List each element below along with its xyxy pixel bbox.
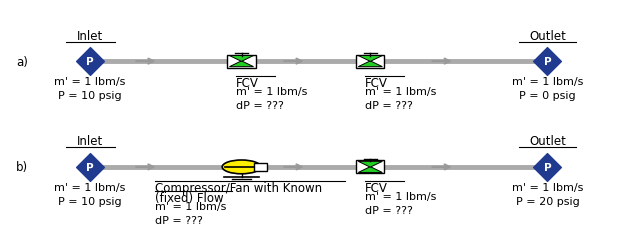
Polygon shape xyxy=(358,62,383,67)
Text: a): a) xyxy=(16,55,28,68)
FancyBboxPatch shape xyxy=(227,55,256,68)
Point xyxy=(85,60,95,64)
Polygon shape xyxy=(358,167,383,173)
Text: P: P xyxy=(86,57,94,67)
FancyBboxPatch shape xyxy=(254,164,267,171)
Text: m' = 1 lbm/s
dP = ???: m' = 1 lbm/s dP = ??? xyxy=(236,87,308,110)
Polygon shape xyxy=(229,56,254,62)
Text: m' = 1 lbm/s
P = 0 psig: m' = 1 lbm/s P = 0 psig xyxy=(512,77,583,101)
Text: m' = 1 lbm/s
P = 10 psig: m' = 1 lbm/s P = 10 psig xyxy=(55,77,126,101)
Text: Inlet: Inlet xyxy=(77,135,103,148)
Polygon shape xyxy=(358,56,383,62)
Text: m' = 1 lbm/s
dP = ???: m' = 1 lbm/s dP = ??? xyxy=(365,87,437,110)
Text: m' = 1 lbm/s
P = 20 psig: m' = 1 lbm/s P = 20 psig xyxy=(512,182,583,206)
FancyBboxPatch shape xyxy=(356,161,384,174)
Point xyxy=(542,165,553,169)
Text: FCV: FCV xyxy=(365,77,388,90)
Polygon shape xyxy=(358,162,383,167)
Text: P: P xyxy=(544,162,551,172)
Text: Outlet: Outlet xyxy=(529,135,566,148)
Circle shape xyxy=(222,160,261,174)
Text: P: P xyxy=(86,162,94,172)
Text: Compressor/Fan with Known: Compressor/Fan with Known xyxy=(155,181,322,194)
Text: Outlet: Outlet xyxy=(529,29,566,42)
Point xyxy=(85,165,95,169)
Text: b): b) xyxy=(16,161,28,174)
Text: FCV: FCV xyxy=(365,181,388,194)
Text: FCV: FCV xyxy=(236,77,260,90)
FancyBboxPatch shape xyxy=(356,55,384,68)
Text: P: P xyxy=(544,57,551,67)
Point xyxy=(542,60,553,64)
Text: (fixed) Flow: (fixed) Flow xyxy=(155,191,223,204)
Text: m' = 1 lbm/s
P = 10 psig: m' = 1 lbm/s P = 10 psig xyxy=(55,182,126,206)
Text: Inlet: Inlet xyxy=(77,29,103,42)
Text: m' = 1 lbm/s
dP = ???: m' = 1 lbm/s dP = ??? xyxy=(365,191,437,215)
Text: m' = 1 lbm/s
dP = ???: m' = 1 lbm/s dP = ??? xyxy=(155,201,226,225)
Polygon shape xyxy=(229,62,254,67)
